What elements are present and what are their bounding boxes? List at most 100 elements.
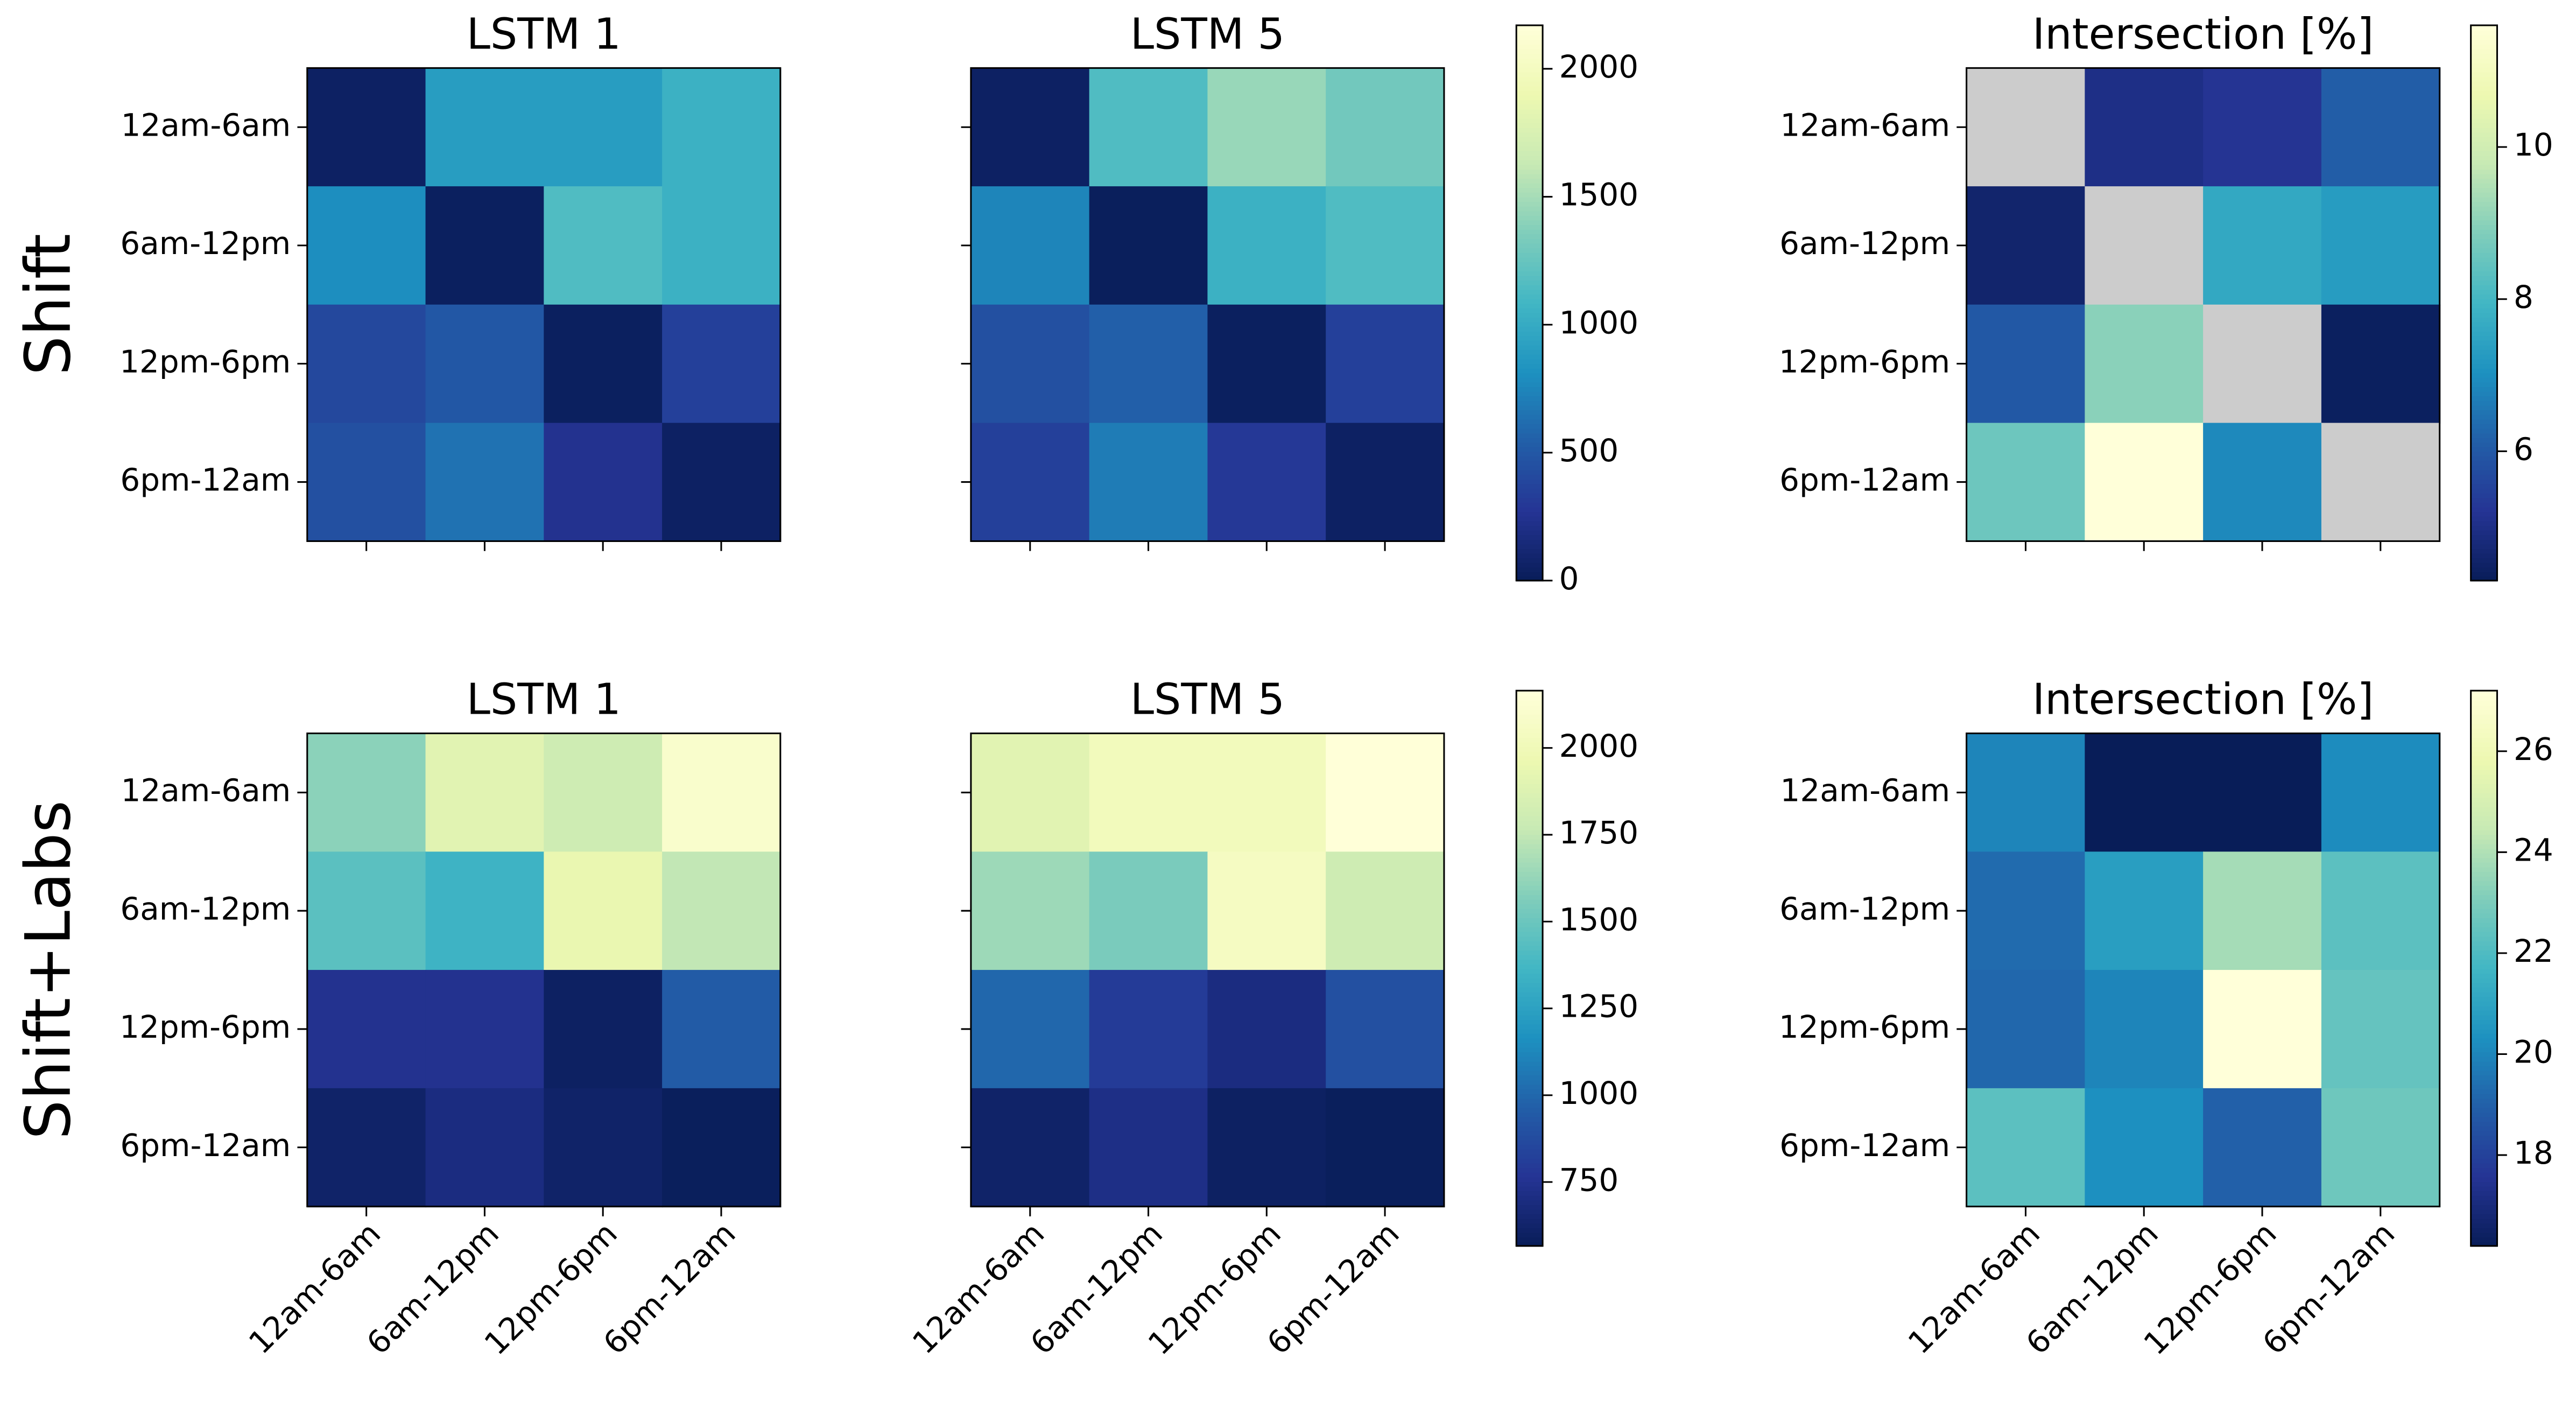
heatmap-cell (1966, 423, 2086, 542)
colorbar-segment (2471, 769, 2497, 775)
colorbar-segment (2471, 136, 2497, 142)
heatmap-cell (662, 1088, 782, 1208)
colorbar-segment (1516, 543, 1543, 550)
heatmap-cell (970, 1088, 1090, 1208)
colorbar-segment (2471, 894, 2497, 900)
colorbar-segment (1516, 427, 1543, 434)
colorbar-segment (1516, 1186, 1543, 1192)
colorbar-segment (1516, 945, 1543, 951)
colorbar-segment (2471, 820, 2497, 826)
colorbar-segment (2471, 760, 2497, 766)
colorbar-segment (1516, 811, 1543, 816)
colorbar-segment (2471, 940, 2497, 946)
y-tick-label: 6pm-12am (1779, 462, 1950, 498)
colorbar-segment (2471, 723, 2497, 729)
colorbar-segment (1516, 206, 1543, 212)
heatmap-cell (544, 68, 663, 187)
colorbar-segment (1516, 968, 1543, 974)
colorbar-segment (2471, 414, 2497, 420)
colorbar-segment (1516, 1024, 1543, 1030)
heatmap-cell (2321, 186, 2441, 306)
colorbar-segment (1516, 866, 1543, 872)
colorbar-segment (1516, 354, 1543, 360)
colorbar-segment (1516, 62, 1543, 68)
colorbar-segment (1516, 820, 1543, 826)
colorbar-segment (1516, 1033, 1543, 1039)
colorbar-segment (2471, 996, 2497, 1002)
heatmap-cell (2085, 423, 2204, 542)
colorbar-segment (2471, 1213, 2497, 1219)
colorbar-segment (2471, 1014, 2497, 1020)
colorbar-segment (1516, 506, 1543, 512)
colorbar-segment (2471, 853, 2497, 858)
colorbar-segment (2471, 145, 2497, 151)
colorbar-segment (1516, 90, 1543, 96)
colorbar-segment (2471, 210, 2497, 216)
colorbar-segment (2471, 469, 2497, 475)
plot-frame (306, 733, 782, 1208)
colorbar-segment (2471, 1028, 2497, 1034)
colorbar-segment (2471, 464, 2497, 470)
colorbar-segment (1516, 1065, 1543, 1071)
colorbar-segment (1516, 1218, 1543, 1224)
colorbar-segment (2471, 714, 2497, 720)
colorbar-segment (1516, 996, 1543, 1002)
colorbar-segment (2471, 945, 2497, 951)
colorbar-segment (2471, 238, 2497, 244)
colorbar-segment (1516, 1001, 1543, 1006)
colorbar-segment (2471, 354, 2497, 360)
colorbar-segment (1516, 220, 1543, 226)
colorbar-segment (2471, 358, 2497, 364)
colorbar-segment (2471, 492, 2497, 498)
colorbar-segment (1516, 30, 1543, 36)
colorbar-segment (1516, 173, 1543, 179)
colorbar-segment (1516, 825, 1543, 830)
colorbar-segment (1516, 566, 1543, 573)
colorbar-segment (1516, 769, 1543, 775)
colorbar-segment (2471, 349, 2497, 355)
colorbar-tick-label: 24 (2514, 832, 2553, 868)
colorbar-segment (2471, 1130, 2497, 1136)
colorbar-segment (2471, 423, 2497, 429)
colorbar-segment (1516, 247, 1543, 253)
heatmap-cell (1089, 186, 1208, 306)
heatmap-cell (662, 68, 782, 187)
colorbar-segment (2471, 1144, 2497, 1150)
colorbar-segment (1516, 34, 1543, 40)
colorbar-segment (2471, 30, 2497, 36)
colorbar-segment (1516, 340, 1543, 346)
colorbar-segment (2471, 871, 2497, 877)
colorbar-segment (2471, 178, 2497, 184)
heatmap-cell (544, 304, 663, 424)
colorbar-segment (1516, 316, 1543, 322)
colorbar-segment (1516, 912, 1543, 918)
colorbar-segment (2471, 792, 2497, 798)
colorbar-tick-label: 6 (2514, 431, 2533, 468)
heatmap-cell (2203, 970, 2322, 1089)
colorbar-segment (1516, 302, 1543, 308)
y-tick-label: 12pm-6pm (119, 343, 291, 380)
colorbar-segment (1516, 525, 1543, 531)
colorbar-segment (1516, 1125, 1543, 1131)
chart-title: Intersection [%] (2032, 9, 2374, 59)
y-tick-label: 6am-12pm (1779, 890, 1950, 927)
heatmap-cell (1326, 970, 1445, 1089)
colorbar-segment (1516, 917, 1543, 923)
colorbar-segment (1516, 511, 1543, 517)
colorbar-segment (2471, 516, 2497, 522)
y-tick-label: 12pm-6pm (1779, 343, 1950, 380)
colorbar-segment (2471, 695, 2497, 701)
heatmap-cell (307, 851, 427, 971)
heatmap-cell (662, 851, 782, 971)
colorbar-segment (2471, 99, 2497, 105)
colorbar-segment (1516, 48, 1543, 54)
colorbar-segment (2471, 931, 2497, 937)
colorbar-segment (1516, 377, 1543, 383)
heatmap-cell (1966, 851, 2086, 971)
colorbar-segment (2471, 935, 2497, 941)
colorbar-segment (2471, 557, 2497, 563)
colorbar-segment (2471, 797, 2497, 803)
colorbar-segment (1516, 1042, 1543, 1048)
y-tick-label: 6am-12pm (1779, 225, 1950, 262)
colorbar-segment (1516, 792, 1543, 798)
